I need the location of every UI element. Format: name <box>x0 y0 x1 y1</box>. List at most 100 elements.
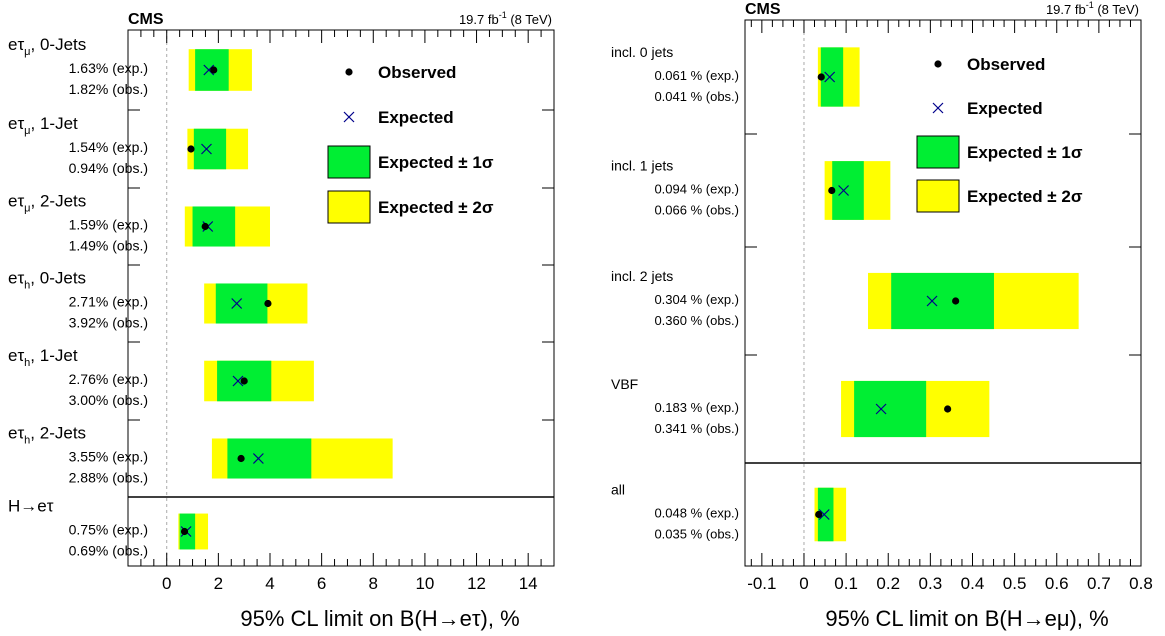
category-label: all <box>611 482 625 498</box>
x-tick-label: 0 <box>799 574 808 593</box>
category-label: incl. 1 jets <box>611 158 673 174</box>
legend-expected-stroke <box>343 111 355 123</box>
expected-marker-stroke <box>203 64 215 76</box>
x-tick-label: 10 <box>415 574 434 593</box>
observed-marker <box>187 145 195 153</box>
expected-limit-text: 1.59% (exp.) <box>69 217 148 233</box>
category-name: eτ <box>8 424 24 443</box>
category-subscript: μ <box>24 46 30 58</box>
legend-expected-symbol <box>932 102 944 114</box>
category-suffix: , 2-Jets <box>31 192 87 211</box>
category-name: eτ <box>8 346 24 365</box>
plot-frame <box>744 19 1142 567</box>
observed-limit-text: 0.041 % (obs.) <box>654 89 739 104</box>
observed-limit-text: 2.88% (obs.) <box>69 470 148 486</box>
x-tick-label: 4 <box>265 574 274 593</box>
x-tick-label: 6 <box>317 574 326 593</box>
observed-marker <box>944 405 952 413</box>
legend-2sigma-symbol <box>327 190 371 224</box>
expected-marker-stroke <box>201 143 212 155</box>
expected-marker-stroke <box>818 509 830 520</box>
observed-marker <box>817 73 825 81</box>
band-1sigma <box>192 206 236 247</box>
legend-1sigma-symbol <box>327 145 371 179</box>
luminosity-label: 19.7 fb-1 (8 TeV) <box>459 10 552 27</box>
category-label: eτh, 1-Jet <box>8 346 78 369</box>
expected-marker-stroke <box>926 295 938 307</box>
expected-marker <box>201 143 212 155</box>
expected-limit-text: 0.061 % (exp.) <box>654 68 739 83</box>
category-suffix: , 1-Jet <box>30 346 78 365</box>
band-1sigma <box>820 47 844 107</box>
x-tick-label: 0.7 <box>1087 574 1111 593</box>
expected-marker-stroke <box>252 453 264 464</box>
energy-label: (8 TeV) <box>1094 2 1139 17</box>
expected-limit-text: 0.094 % (exp.) <box>654 182 739 197</box>
legend-observed-symbol <box>934 60 942 68</box>
category-name: eτ <box>8 269 24 288</box>
expected-limit-text: 0.183 % (exp.) <box>654 400 739 415</box>
legend-2sigma-label: Expected ± 2σ <box>378 198 494 217</box>
category-suffix: , 0-Jets <box>30 269 86 288</box>
legend-observed-label: Observed <box>378 63 456 82</box>
expected-marker-stroke <box>231 298 243 309</box>
lumi-value: 19.7 fb <box>459 12 499 27</box>
expected-marker <box>252 453 264 464</box>
category-label: incl. 2 jets <box>611 268 673 284</box>
x-axis-title: 95% CL limit on B(H→eτ), % <box>240 606 519 631</box>
expected-limit-text: 1.63% (exp.) <box>69 60 148 76</box>
legend-observed-symbol <box>345 68 353 76</box>
lumi-exponent: -1 <box>499 10 507 20</box>
expected-marker <box>231 298 243 309</box>
x-axis-title: 95% CL limit on B(H→eμ), % <box>825 606 1108 631</box>
category-suffix: , 1-Jet <box>31 114 79 133</box>
observed-marker <box>180 527 189 536</box>
category-label: eτμ, 0-Jets <box>8 35 86 58</box>
observed-marker <box>201 222 209 231</box>
category-name: eτ <box>8 192 24 211</box>
legend-observed-label: Observed <box>967 55 1045 74</box>
observed-limit-text: 0.341 % (obs.) <box>654 421 739 436</box>
expected-limit-text: 0.75% (exp.) <box>69 522 148 538</box>
x-tick-label: 0.5 <box>1003 574 1027 593</box>
band-1sigma <box>817 487 834 542</box>
expected-marker-stroke <box>232 375 244 387</box>
legend-expected-label: Expected <box>967 99 1043 118</box>
x-tick-label: 0 <box>162 574 171 593</box>
category-subscript: μ <box>24 125 30 137</box>
category-label: eτμ, 1-Jet <box>8 114 78 137</box>
expected-marker <box>203 64 215 76</box>
observed-marker <box>210 66 218 74</box>
luminosity-label: 19.7 fb-1 (8 TeV) <box>1046 0 1139 17</box>
observed-marker <box>264 299 272 308</box>
band-1sigma <box>193 128 227 170</box>
expected-limit-text: 2.76% (exp.) <box>69 371 148 387</box>
legend-1sigma-label: Expected ± 1σ <box>378 153 494 172</box>
category-suffix: , 0-Jets <box>31 35 87 54</box>
observed-marker <box>815 510 823 519</box>
expected-limit-text: 0.304 % (exp.) <box>654 292 739 307</box>
cms-label: CMS <box>745 1 781 18</box>
expected-marker-stroke <box>875 403 887 415</box>
legend-1sigma-symbol <box>916 135 960 169</box>
legend-2sigma-label: Expected ± 2σ <box>967 187 1083 206</box>
category-subscript: μ <box>24 203 30 215</box>
expected-limit-text: 1.54% (exp.) <box>69 139 148 155</box>
observed-marker <box>828 186 836 195</box>
category-label: eτh, 2-Jets <box>8 424 86 447</box>
category-label: eτμ, 2-Jets <box>8 192 86 215</box>
category-label: eτh, 0-Jets <box>8 269 86 292</box>
legend-expected-symbol <box>343 111 355 123</box>
x-tick-label: 14 <box>519 574 538 593</box>
category-label: incl. 0 jets <box>611 44 673 60</box>
lumi-exponent: -1 <box>1086 0 1094 10</box>
legend-expected-label: Expected <box>378 108 454 127</box>
category-name: eτ <box>8 114 24 133</box>
category-suffix: , 2-Jets <box>30 424 86 443</box>
cms-label: CMS <box>128 11 164 28</box>
x-tick-label: 0.1 <box>834 574 858 593</box>
category-label: H→eτ <box>8 497 54 516</box>
expected-marker-stroke <box>838 185 850 196</box>
